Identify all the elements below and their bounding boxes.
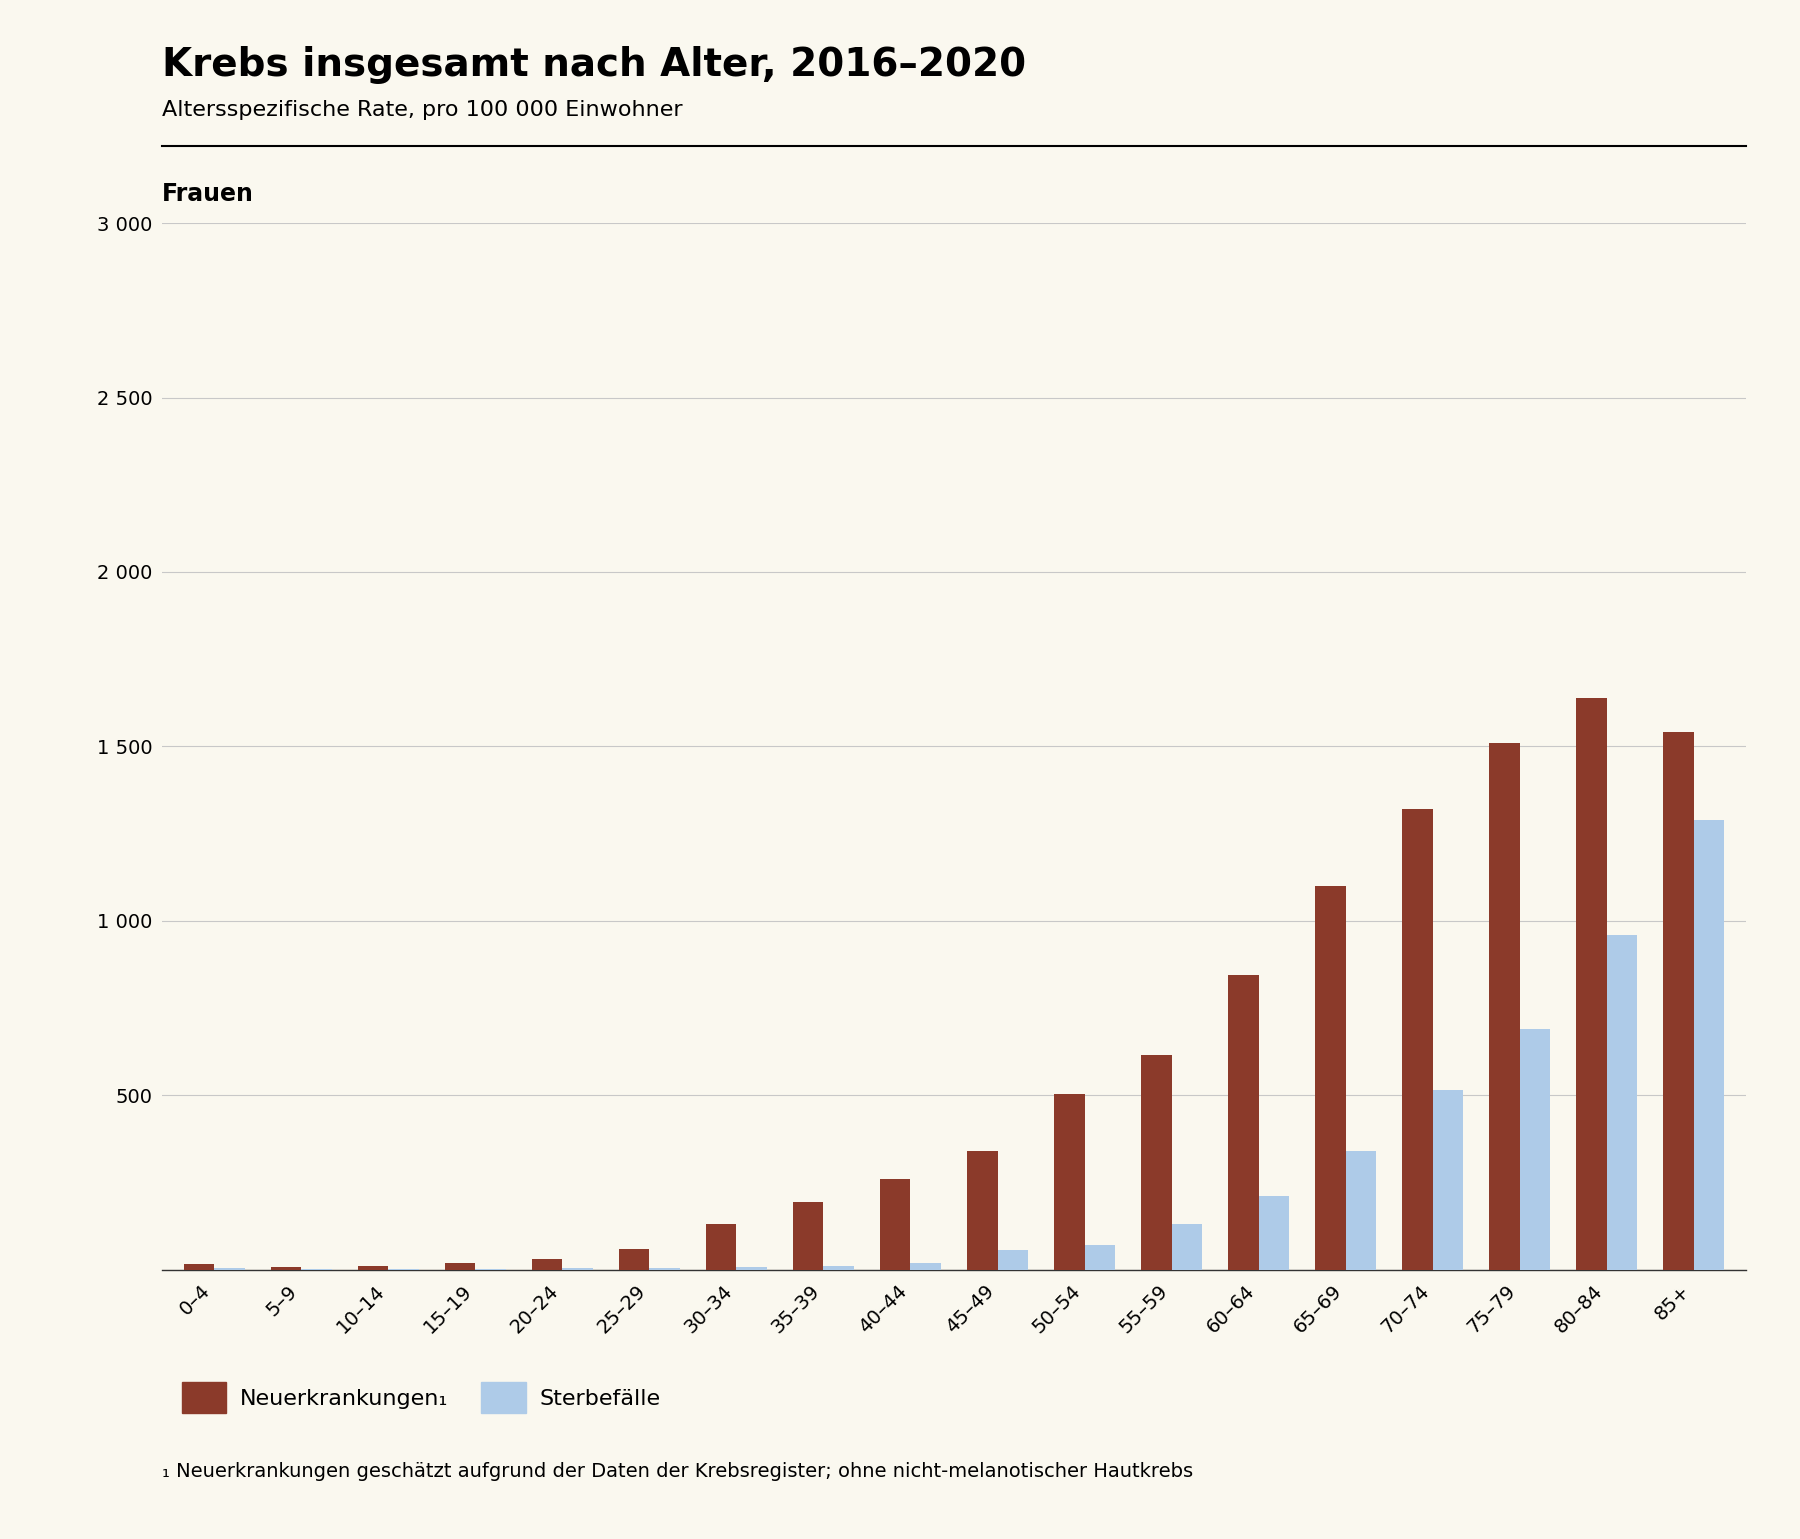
- Bar: [1519, 1030, 1550, 1270]
- Bar: [531, 1259, 562, 1270]
- Bar: [1402, 810, 1433, 1270]
- Bar: [1433, 1090, 1463, 1270]
- Legend: Neuerkrankungen₁, Sterbefälle: Neuerkrankungen₁, Sterbefälle: [173, 1373, 670, 1422]
- Bar: [823, 1267, 853, 1270]
- Text: Frauen: Frauen: [162, 182, 254, 206]
- Bar: [1346, 1151, 1377, 1270]
- Text: ₁ Neuerkrankungen geschätzt aufgrund der Daten der Krebsregister; ohne nicht-mel: ₁ Neuerkrankungen geschätzt aufgrund der…: [162, 1462, 1193, 1481]
- Bar: [1316, 886, 1346, 1270]
- Bar: [1055, 1094, 1085, 1270]
- Bar: [794, 1202, 823, 1270]
- Bar: [1141, 1056, 1172, 1270]
- Bar: [445, 1264, 475, 1270]
- Bar: [650, 1268, 680, 1270]
- Bar: [736, 1267, 767, 1270]
- Text: Krebs insgesamt nach Alter, 2016–2020: Krebs insgesamt nach Alter, 2016–2020: [162, 46, 1026, 85]
- Bar: [1607, 934, 1638, 1270]
- Bar: [1489, 743, 1519, 1270]
- Bar: [358, 1267, 389, 1270]
- Bar: [997, 1251, 1028, 1270]
- Bar: [911, 1262, 941, 1270]
- Text: Altersspezifische Rate, pro 100 000 Einwohner: Altersspezifische Rate, pro 100 000 Einw…: [162, 100, 682, 120]
- Bar: [967, 1151, 997, 1270]
- Bar: [706, 1225, 736, 1270]
- Bar: [1577, 697, 1607, 1270]
- Bar: [1228, 974, 1258, 1270]
- Bar: [184, 1265, 214, 1270]
- Bar: [214, 1268, 245, 1270]
- Bar: [619, 1248, 650, 1270]
- Bar: [1663, 733, 1694, 1270]
- Bar: [1694, 820, 1724, 1270]
- Bar: [270, 1267, 301, 1270]
- Bar: [1258, 1196, 1289, 1270]
- Bar: [1172, 1225, 1202, 1270]
- Bar: [880, 1179, 911, 1270]
- Bar: [1085, 1245, 1114, 1270]
